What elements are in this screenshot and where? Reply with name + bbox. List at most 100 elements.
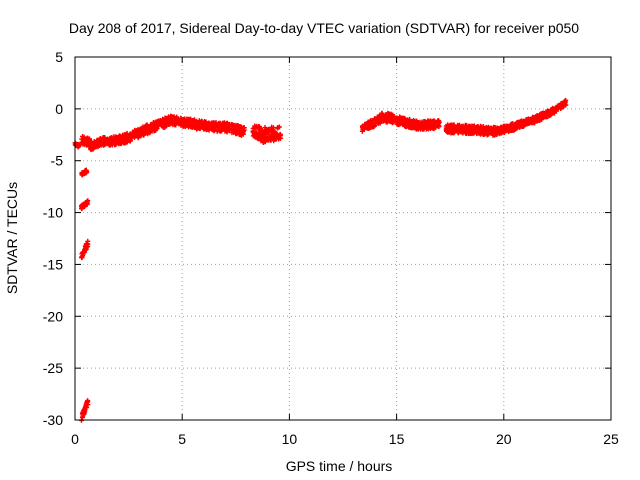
data-point bbox=[420, 122, 426, 128]
data-point bbox=[97, 136, 103, 142]
data-point bbox=[462, 122, 468, 128]
y-tick-label: 5 bbox=[55, 49, 63, 65]
data-point bbox=[216, 124, 222, 130]
data-point bbox=[537, 111, 543, 117]
data-point bbox=[114, 136, 120, 142]
data-point bbox=[451, 122, 457, 128]
y-axis-label: SDTVAR / TECUs bbox=[4, 182, 20, 294]
data-point bbox=[484, 125, 490, 131]
data-point bbox=[269, 125, 275, 131]
data-point bbox=[148, 122, 154, 128]
data-point bbox=[82, 407, 88, 413]
data-point bbox=[534, 113, 540, 119]
data-point bbox=[236, 125, 242, 131]
data-point bbox=[255, 124, 261, 130]
data-point bbox=[379, 114, 385, 120]
data-point bbox=[217, 128, 223, 134]
x-tick-label: 25 bbox=[603, 431, 619, 447]
data-point bbox=[560, 102, 566, 108]
data-point bbox=[407, 125, 413, 131]
data-point bbox=[411, 123, 417, 129]
data-point bbox=[415, 120, 421, 126]
y-tick-label: -25 bbox=[43, 360, 63, 376]
data-point bbox=[108, 134, 114, 140]
data-point bbox=[100, 141, 106, 147]
data-point bbox=[80, 204, 86, 210]
data-point bbox=[445, 125, 451, 131]
data-point bbox=[145, 131, 151, 137]
data-point bbox=[381, 118, 387, 124]
data-point bbox=[121, 140, 127, 146]
data-point bbox=[155, 120, 161, 126]
data-point bbox=[79, 254, 85, 260]
data-point bbox=[83, 167, 89, 173]
x-tick-label: 0 bbox=[71, 431, 79, 447]
data-point bbox=[86, 136, 92, 142]
data-point bbox=[450, 125, 456, 131]
y-tick-label: -5 bbox=[51, 153, 64, 169]
data-point bbox=[436, 119, 442, 125]
data-point bbox=[233, 130, 239, 136]
x-tick-label: 10 bbox=[282, 431, 298, 447]
data-point bbox=[423, 123, 429, 129]
data-point bbox=[112, 142, 118, 148]
data-point bbox=[389, 112, 395, 118]
data-point bbox=[250, 128, 256, 134]
y-tick-labels: -30 -25 -20 -15 -10 -5 0 5 bbox=[43, 49, 63, 428]
data-point bbox=[372, 116, 378, 122]
data-point bbox=[241, 127, 247, 133]
data-point bbox=[158, 122, 164, 128]
data-point bbox=[178, 118, 184, 124]
data-point bbox=[504, 123, 510, 129]
data-point bbox=[498, 124, 504, 130]
data-point bbox=[162, 119, 168, 125]
data-point bbox=[542, 114, 548, 120]
y-tick-label: -10 bbox=[43, 205, 63, 221]
data-point bbox=[261, 135, 267, 141]
data-point bbox=[82, 170, 88, 176]
data-points bbox=[72, 97, 569, 423]
data-point bbox=[476, 126, 482, 132]
data-point bbox=[547, 110, 553, 116]
data-point bbox=[107, 140, 113, 146]
data-point bbox=[386, 116, 392, 122]
data-point bbox=[518, 119, 524, 125]
data-point bbox=[210, 125, 216, 131]
data-point bbox=[122, 135, 128, 141]
data-point bbox=[91, 141, 97, 147]
data-point bbox=[261, 130, 267, 136]
y-tick-label: -30 bbox=[43, 412, 63, 428]
data-point bbox=[363, 123, 369, 129]
y-tick-label: -15 bbox=[43, 256, 63, 272]
data-point bbox=[492, 132, 498, 138]
y-tick-label: -20 bbox=[43, 308, 63, 324]
x-axis-label: GPS time / hours bbox=[286, 458, 393, 474]
data-point bbox=[390, 118, 396, 124]
data-point bbox=[543, 109, 549, 115]
data-point bbox=[557, 104, 563, 110]
data-point bbox=[497, 128, 503, 134]
data-point bbox=[262, 125, 268, 131]
data-point bbox=[259, 137, 265, 143]
data-point bbox=[506, 127, 512, 133]
x-tick-label: 15 bbox=[389, 431, 405, 447]
data-point bbox=[89, 144, 95, 150]
data-point bbox=[432, 119, 438, 125]
data-point bbox=[238, 132, 244, 138]
data-point bbox=[191, 118, 197, 124]
data-point bbox=[83, 201, 89, 207]
data-point bbox=[226, 128, 232, 134]
data-point bbox=[524, 117, 530, 123]
data-point bbox=[141, 132, 147, 138]
data-point bbox=[274, 125, 280, 131]
data-point bbox=[95, 143, 101, 149]
data-point bbox=[529, 120, 535, 126]
data-point bbox=[154, 126, 160, 132]
data-point bbox=[276, 134, 282, 140]
data-point bbox=[84, 399, 90, 405]
data-point bbox=[130, 131, 136, 137]
data-point bbox=[229, 123, 235, 129]
data-point bbox=[169, 115, 175, 121]
